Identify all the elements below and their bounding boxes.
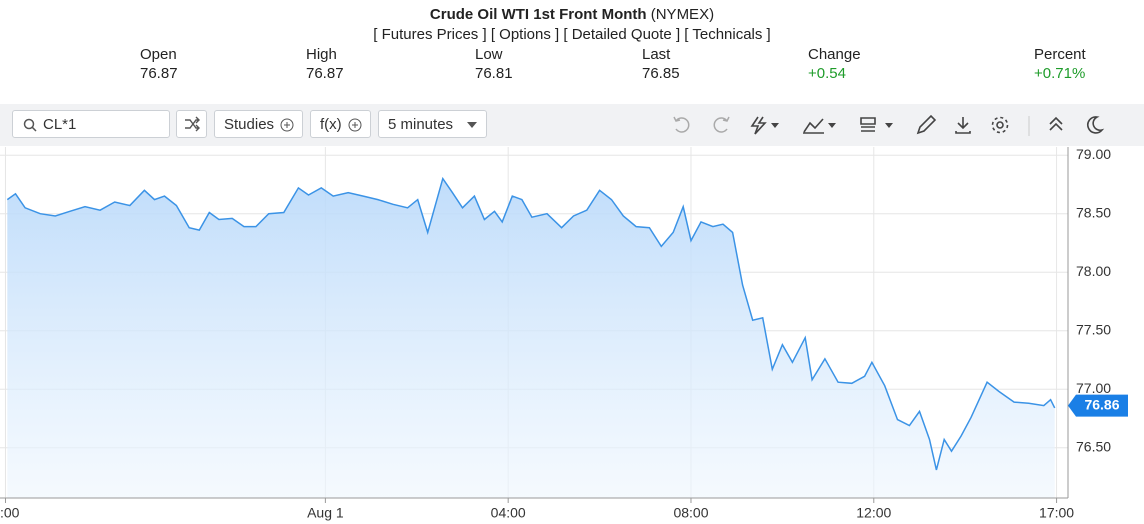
- download-icon[interactable]: [955, 117, 971, 134]
- stat: Low 76.81: [475, 45, 513, 83]
- stat-value: 76.81: [475, 65, 513, 82]
- stat-value: 76.87: [306, 65, 344, 82]
- y-tick-label: 78.50: [1076, 204, 1111, 220]
- stat-value: +0.71%: [1034, 65, 1086, 82]
- y-tick-label: 78.00: [1076, 263, 1111, 279]
- stat-value: 76.85: [642, 65, 680, 82]
- layout-icon[interactable]: [860, 117, 876, 132]
- chart-type-icon[interactable]: [803, 118, 824, 134]
- shuffle-icon: [185, 116, 200, 132]
- stat-label: Open: [140, 46, 177, 63]
- stat-value: 76.87: [140, 65, 178, 82]
- area: [7, 178, 1055, 498]
- plus-icon: [348, 118, 362, 132]
- plus-icon: [280, 118, 294, 132]
- compare-button[interactable]: [176, 110, 207, 138]
- exchange: (NYMEX): [650, 6, 715, 23]
- stat-label: High: [306, 46, 337, 63]
- toolbar: CL*1 Studies f(x) 5 minutes: [0, 104, 1144, 146]
- draw-icon[interactable]: [916, 114, 937, 135]
- stat: High 76.87: [306, 45, 344, 83]
- studies: Studies: [224, 116, 275, 133]
- stat: Change +0.54: [808, 45, 861, 83]
- link[interactable]: [ Futures Prices ]: [373, 26, 487, 43]
- settings-icon[interactable]: [996, 121, 1004, 129]
- caret: [467, 122, 477, 128]
- stat: Open 76.87: [140, 45, 178, 83]
- stat-label: Change: [808, 46, 861, 63]
- stat: Last 76.85: [642, 45, 680, 83]
- link[interactable]: [ Options ]: [490, 26, 560, 43]
- y-tick-label: 77.00: [1076, 380, 1111, 396]
- interval: 5 minutes: [388, 116, 454, 133]
- interval-select[interactable]: 5 minutes: [378, 110, 487, 138]
- link[interactable]: [ Detailed Quote ]: [563, 26, 681, 43]
- events-icon[interactable]: [750, 116, 767, 135]
- y-tick-label: 77.50: [1076, 321, 1111, 337]
- title-row: Crude Oil WTI 1st Front Month (NYMEX): [0, 6, 1144, 23]
- symbol-search[interactable]: CL*1: [12, 110, 170, 138]
- function-button[interactable]: f(x): [310, 110, 371, 138]
- price-line: [6, 176, 1056, 471]
- stat: Percent +0.71%: [1034, 45, 1086, 83]
- stat-label: Percent: [1034, 46, 1086, 63]
- title: Crude Oil WTI 1st Front Month: [429, 6, 647, 23]
- stat-label: Low: [475, 46, 503, 63]
- stat-value: +0.54: [808, 65, 846, 82]
- symbol: CL*1: [43, 116, 77, 133]
- theme-icon[interactable]: [1087, 116, 1105, 134]
- undo-icon[interactable]: [673, 116, 690, 133]
- search-icon: [23, 118, 37, 132]
- x-tick-label: 12:00: [856, 505, 891, 521]
- toolbar-icons: [673, 114, 1105, 136]
- last-price-tag: [1068, 394, 1128, 417]
- y-tick-label: 79.00: [1076, 146, 1111, 162]
- x-tick-label: 08:00: [673, 505, 708, 521]
- link[interactable]: [ Technicals ]: [684, 26, 771, 43]
- redo-icon[interactable]: [713, 116, 730, 133]
- x-tick-label: 17:00: [1039, 505, 1074, 521]
- x-tick-label: :00: [0, 505, 20, 521]
- x-tick-label: Aug 1: [307, 505, 344, 521]
- stat-label: Last: [642, 46, 671, 63]
- function: f(x): [320, 116, 342, 133]
- x-tick-label: 04:00: [491, 505, 526, 521]
- collapse-icon[interactable]: [1049, 116, 1063, 131]
- last-price-label: 76.86: [1084, 396, 1119, 412]
- links: [ Futures Prices ] [ Options ] [ Detaile…: [0, 26, 1144, 43]
- studies-button[interactable]: Studies: [214, 110, 303, 138]
- y-tick-label: 76.50: [1076, 438, 1111, 454]
